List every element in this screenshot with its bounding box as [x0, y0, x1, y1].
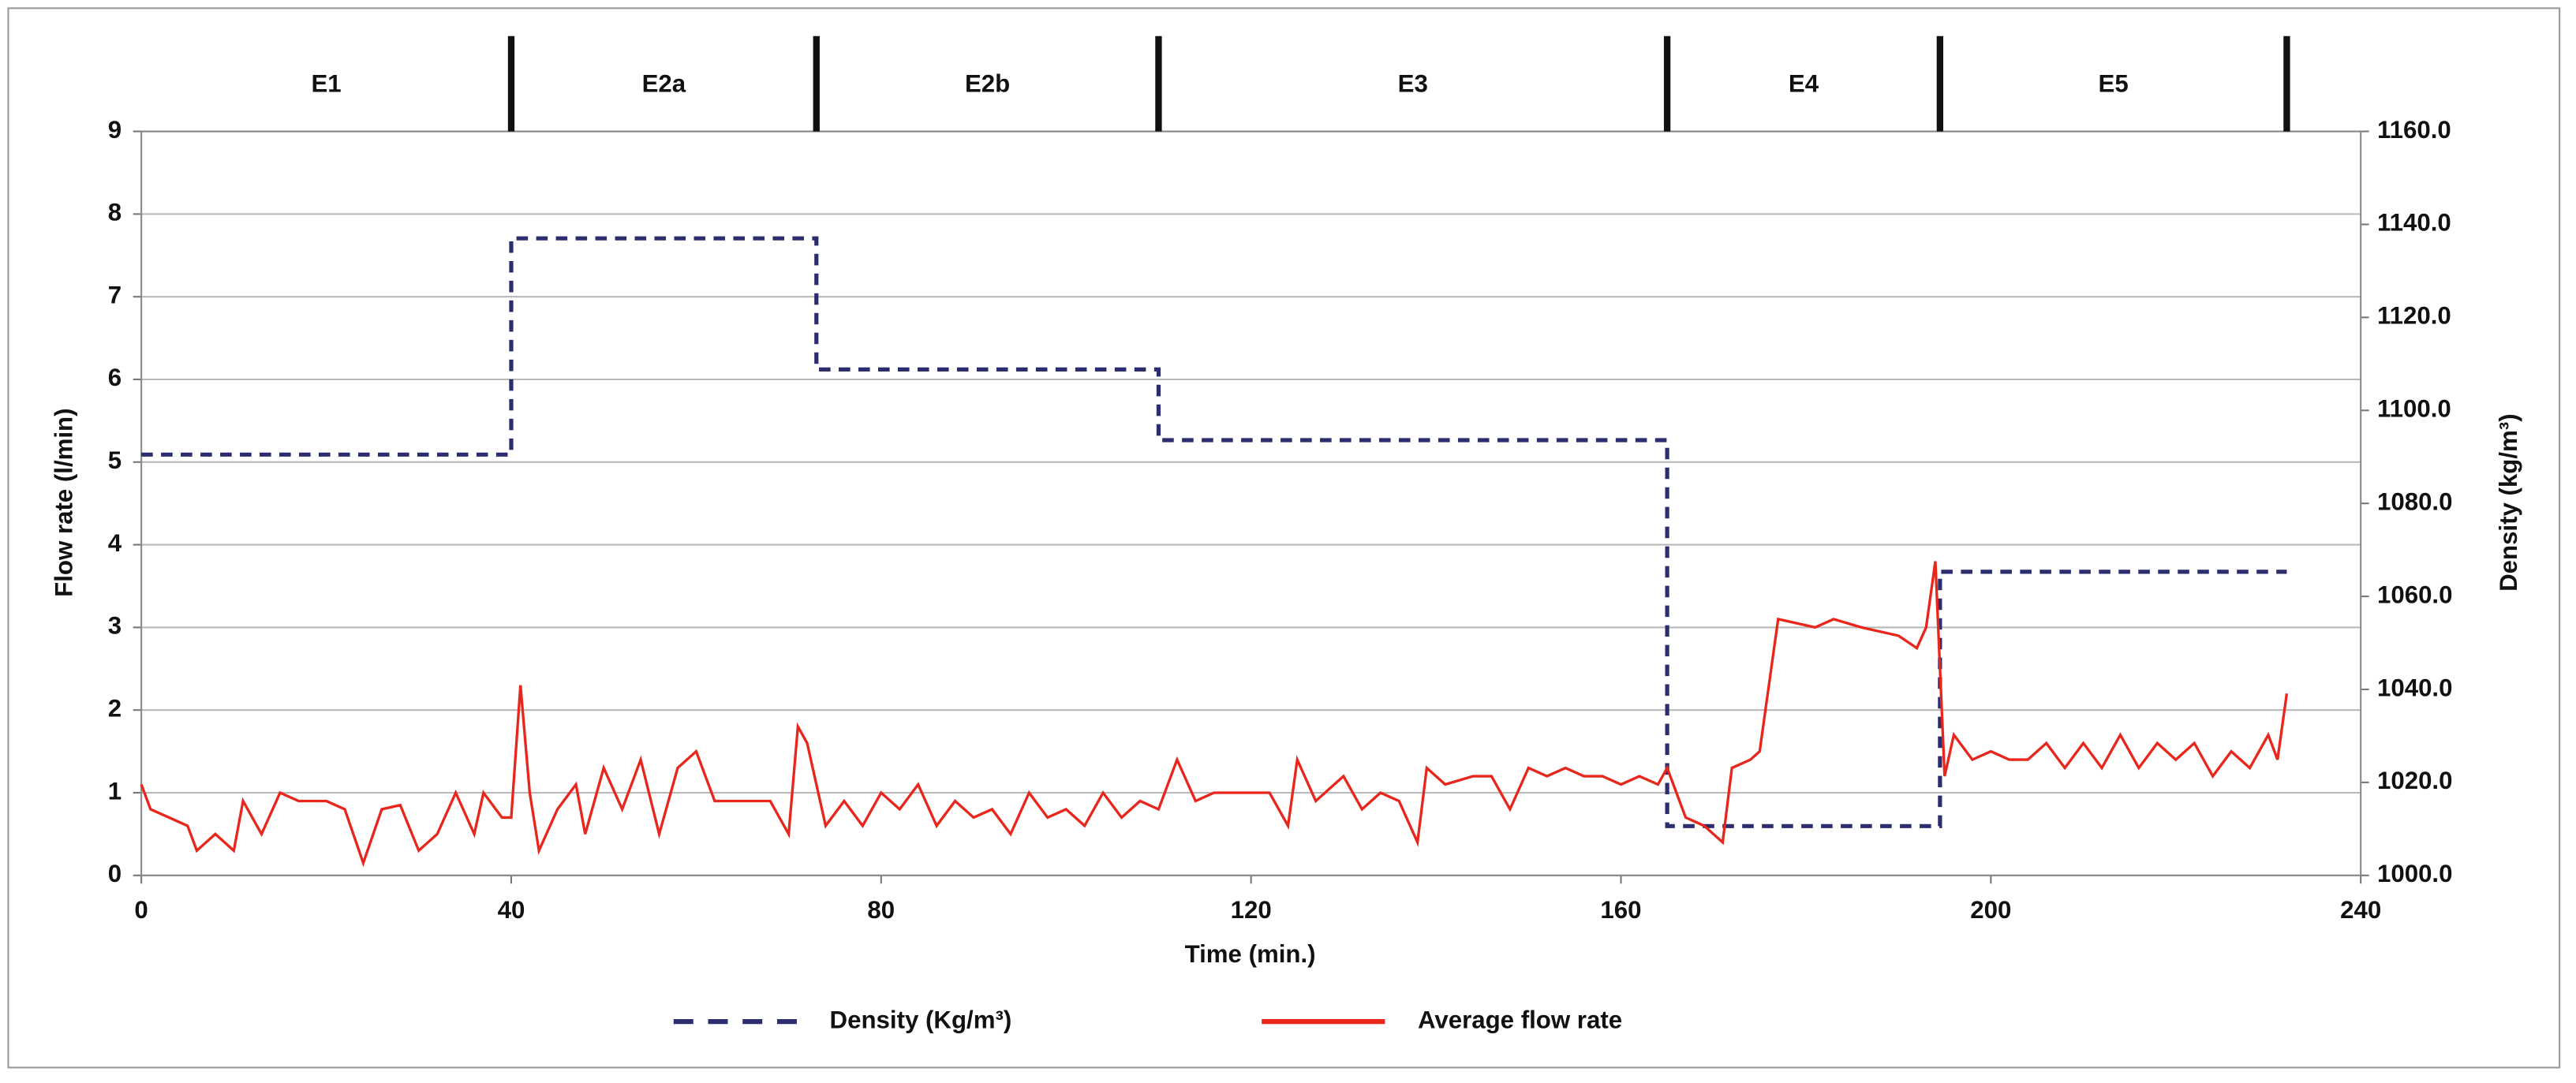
legend-label: Average flow rate	[1418, 1006, 1622, 1033]
phase-label: E2b	[965, 70, 1010, 98]
y2-tick-label: 1000.0	[2377, 860, 2453, 887]
y-tick-label: 4	[108, 529, 122, 557]
legend-label: Density (Kg/m³)	[830, 1006, 1012, 1033]
x-tick-label: 0	[134, 896, 148, 924]
y-tick-label: 1	[108, 777, 122, 805]
plot-frame	[140, 130, 2362, 876]
y2-tick-label: 1040.0	[2377, 674, 2453, 701]
y-tick-label: 7	[108, 281, 122, 308]
y2-tick-label: 1160.0	[2377, 116, 2451, 144]
phase-label: E2a	[642, 70, 686, 98]
data-line	[140, 561, 2289, 868]
y-tick-label: 6	[108, 364, 122, 391]
y-axis-label: Flow rate (l/min)	[50, 408, 78, 596]
data-line	[141, 236, 2287, 828]
y-tick-label: 0	[108, 860, 122, 887]
phase-label: E3	[1398, 70, 1428, 98]
x-tick-label: 200	[1970, 896, 2011, 924]
x-axis-label: Time (min.)	[1185, 940, 1316, 968]
x-tick-label: 160	[1600, 896, 1641, 924]
y-tick-label: 5	[108, 446, 122, 474]
y2-tick-label: 1060.0	[2377, 581, 2453, 608]
y-tick-label: 2	[108, 694, 122, 722]
y2-axis-label: Density (kg/m³)	[2495, 413, 2522, 592]
y-tick-label: 8	[108, 199, 122, 226]
phase-label: E4	[1789, 70, 1819, 98]
chart-frame	[7, 7, 2561, 1069]
y2-tick-label: 1100.0	[2377, 395, 2451, 423]
y2-tick-label: 1140.0	[2377, 209, 2451, 237]
phase-label: E1	[311, 70, 341, 98]
y-tick-label: 9	[108, 116, 122, 144]
y2-tick-label: 1080.0	[2377, 487, 2453, 515]
y2-tick-label: 1020.0	[2377, 767, 2453, 794]
x-tick-label: 120	[1231, 896, 1272, 924]
x-tick-label: 240	[2340, 896, 2381, 924]
phase-label: E5	[2099, 70, 2129, 98]
y2-tick-label: 1120.0	[2377, 302, 2451, 330]
x-tick-label: 40	[498, 896, 525, 924]
y-tick-label: 3	[108, 612, 122, 640]
x-tick-label: 80	[867, 896, 895, 924]
